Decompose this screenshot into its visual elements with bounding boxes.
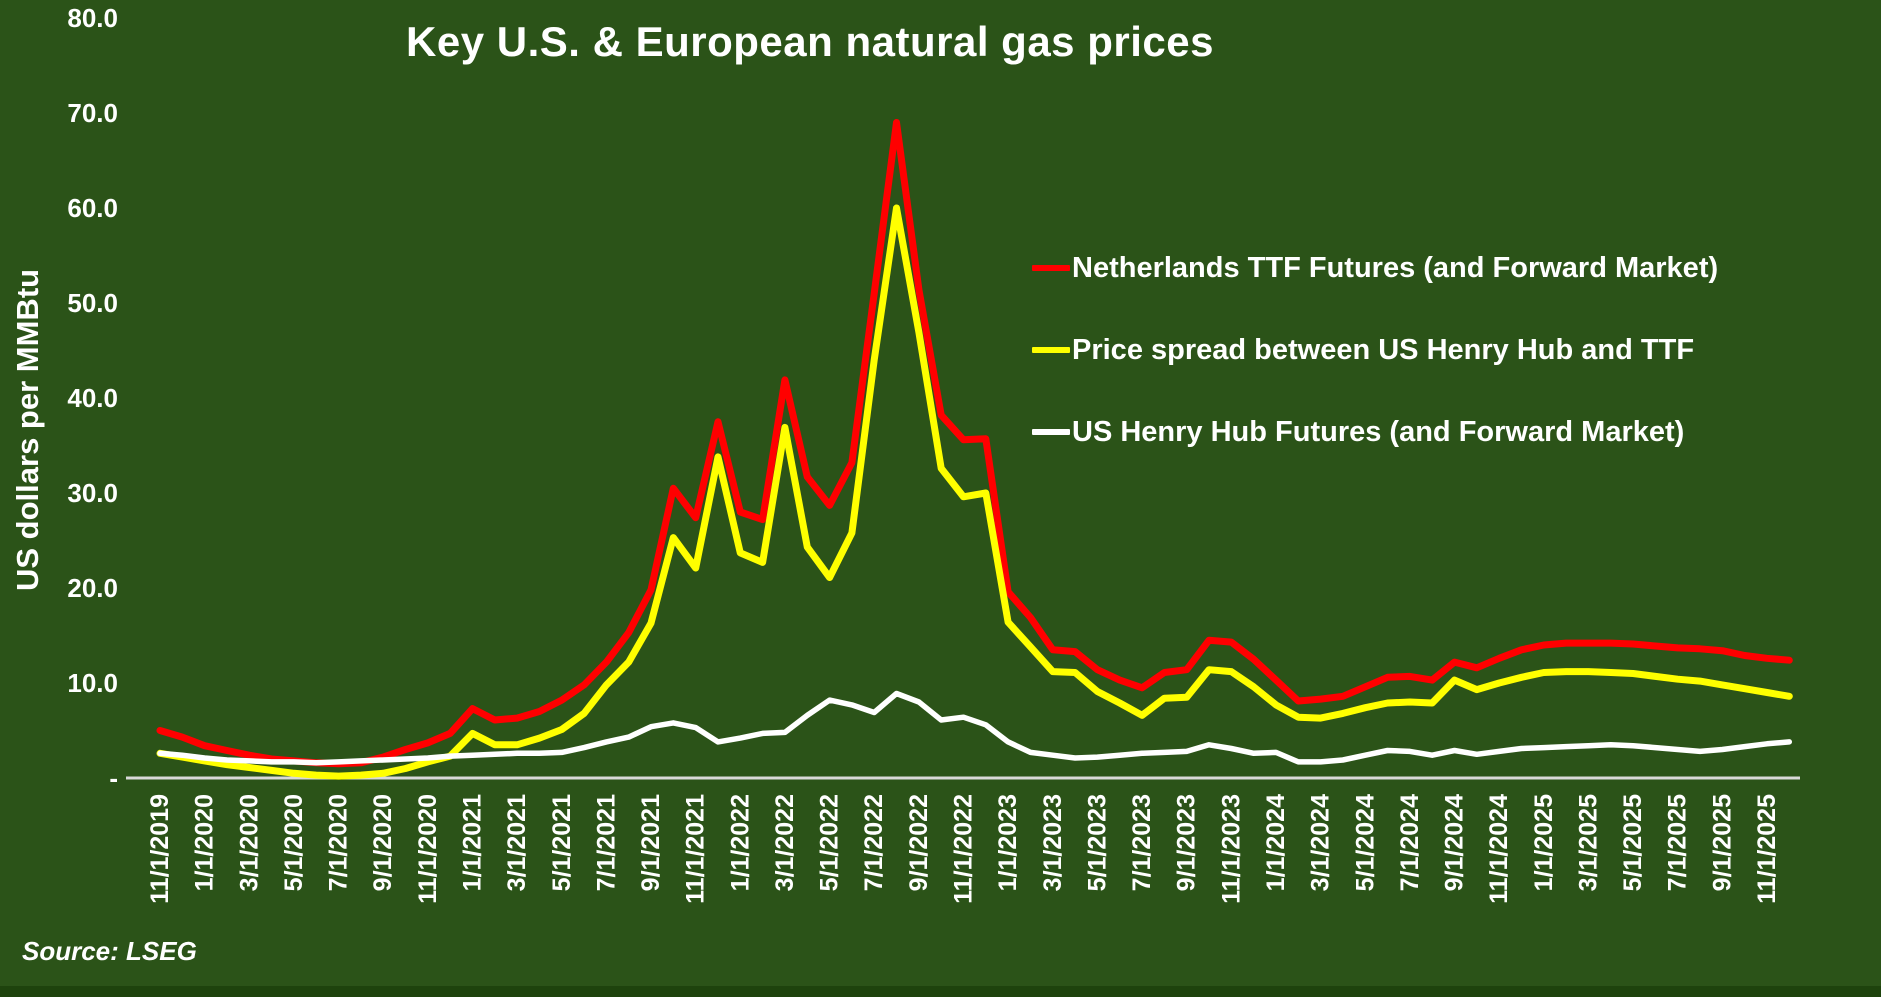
x-tick-label: 7/1/2020 [325,794,353,891]
legend-item-henry-hub: US Henry Hub Futures (and Forward Market… [1032,415,1718,448]
x-tick-label: 1/1/2020 [191,794,219,891]
x-tick-label: 11/1/2020 [414,794,442,904]
x-tick-label: 9/1/2020 [369,794,397,891]
legend-label-henry-hub: US Henry Hub Futures (and Forward Market… [1072,415,1685,448]
x-tick-label: 9/1/2024 [1441,794,1469,891]
legend-swatch-ttf [1032,265,1070,271]
x-tick-label: 5/1/2021 [548,794,576,891]
legend-item-spread: Price spread between US Henry Hub and TT… [1032,333,1718,366]
x-tick-label: 5/1/2023 [1083,794,1111,891]
y-tick-label: 40.0 [67,383,118,413]
legend-label-spread: Price spread between US Henry Hub and TT… [1072,333,1695,366]
x-tick-label: 7/1/2023 [1128,794,1156,891]
x-tick-label: 11/1/2023 [1217,794,1245,904]
legend-label-ttf: Netherlands TTF Futures (and Forward Mar… [1072,251,1719,284]
y-tick-label: 20.0 [67,573,118,603]
source-note: Source: LSEG [22,936,197,966]
series-line-spread [156,204,1793,780]
x-tick-label: 7/1/2022 [860,794,888,891]
y-tick-label: 30.0 [67,478,118,508]
x-tick-label: 11/1/2022 [950,794,978,904]
x-tick-label: 11/1/2024 [1485,794,1513,904]
x-tick-label: 9/1/2021 [637,794,665,891]
x-tick-label: 1/1/2022 [726,794,754,891]
x-tick-label: 3/1/2024 [1307,794,1335,891]
page-title: Key U.S. & European natural gas prices [406,18,1214,65]
x-tick-label: 11/1/2025 [1753,794,1781,904]
legend-swatch-spread [1032,347,1070,353]
y-tick-label: - [109,763,118,793]
legend-item-ttf: Netherlands TTF Futures (and Forward Mar… [1032,251,1719,284]
y-tick-label: 10.0 [67,668,118,698]
x-tick-label: 9/1/2022 [905,794,933,891]
y-axis-title: US dollars per MMBtu [10,268,45,592]
x-tick-label: 1/1/2024 [1262,794,1290,891]
x-tick-label: 3/1/2020 [235,794,263,891]
x-tick-label: 3/1/2021 [503,794,531,891]
x-tick-label: 7/1/2024 [1396,794,1424,891]
x-tick-label: 7/1/2021 [592,794,620,891]
x-tick-label: 5/1/2025 [1619,794,1647,891]
x-tick-label: 9/1/2023 [1173,794,1201,891]
legend-swatch-henry-hub [1032,429,1070,435]
x-tick-label: 5/1/2020 [280,794,308,891]
legend: Netherlands TTF Futures (and Forward Mar… [1032,251,1719,448]
x-tick-label: 11/1/2019 [146,794,174,904]
x-tick-label: 3/1/2023 [1039,794,1067,891]
x-tick-label: 1/1/2021 [458,794,486,891]
y-tick-label: 50.0 [67,288,118,318]
y-tick-label: 80.0 [67,3,118,33]
x-tick-label: 7/1/2025 [1664,794,1692,891]
series-line-ttf [156,119,1793,768]
y-tick-label: 60.0 [67,193,118,223]
x-tick-label: 5/1/2022 [816,794,844,891]
x-tick-label: 1/1/2025 [1530,794,1558,891]
x-tick-label: 11/1/2021 [682,794,710,904]
x-tick-label: 9/1/2025 [1708,794,1736,891]
series-line-henry-hub [157,690,1793,766]
x-tick-label: 1/1/2023 [994,794,1022,891]
x-tick-label: 3/1/2022 [771,794,799,891]
bottom-border [0,986,1881,997]
x-tick-label: 3/1/2025 [1574,794,1602,891]
x-tick-label: 5/1/2024 [1351,794,1379,891]
y-tick-label: 70.0 [67,98,118,128]
